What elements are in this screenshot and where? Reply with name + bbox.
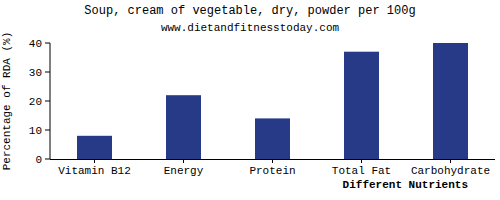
y-tick-label: 40 <box>29 38 42 50</box>
y-tick <box>45 130 50 131</box>
bar <box>344 52 379 159</box>
bar <box>166 95 201 159</box>
y-tick-label: 0 <box>35 154 42 166</box>
y-tick <box>45 159 50 160</box>
y-tick-label: 10 <box>29 125 42 137</box>
y-tick <box>45 101 50 102</box>
bar <box>255 118 290 159</box>
x-tick <box>272 159 273 163</box>
chart-container: Soup, cream of vegetable, dry, powder pe… <box>0 0 500 200</box>
y-axis-label: Percentage of RDA (%) <box>1 32 13 171</box>
x-tick-label: Protein <box>249 165 295 177</box>
y-tick-label: 20 <box>29 96 42 108</box>
subtitle: www.dietandfitnesstoday.com <box>161 22 340 34</box>
x-tick <box>183 159 184 163</box>
x-tick <box>94 159 95 163</box>
x-tick-label: Vitamin B12 <box>58 165 131 177</box>
y-tick <box>45 43 50 44</box>
title: Soup, cream of vegetable, dry, powder pe… <box>84 4 415 18</box>
x-tick-label: Total Fat <box>332 165 391 177</box>
bar <box>433 43 468 159</box>
y-tick <box>45 72 50 73</box>
chart-svg: Soup, cream of vegetable, dry, powder pe… <box>0 0 500 200</box>
x-axis-label: Different Nutrients <box>343 179 468 191</box>
x-tick-label: Carbohydrate <box>411 165 490 177</box>
x-tick-label: Energy <box>164 165 204 177</box>
y-tick-label: 30 <box>29 67 42 79</box>
bars <box>77 43 468 159</box>
x-tick <box>361 159 362 163</box>
x-tick <box>450 159 451 163</box>
bar <box>77 136 112 159</box>
